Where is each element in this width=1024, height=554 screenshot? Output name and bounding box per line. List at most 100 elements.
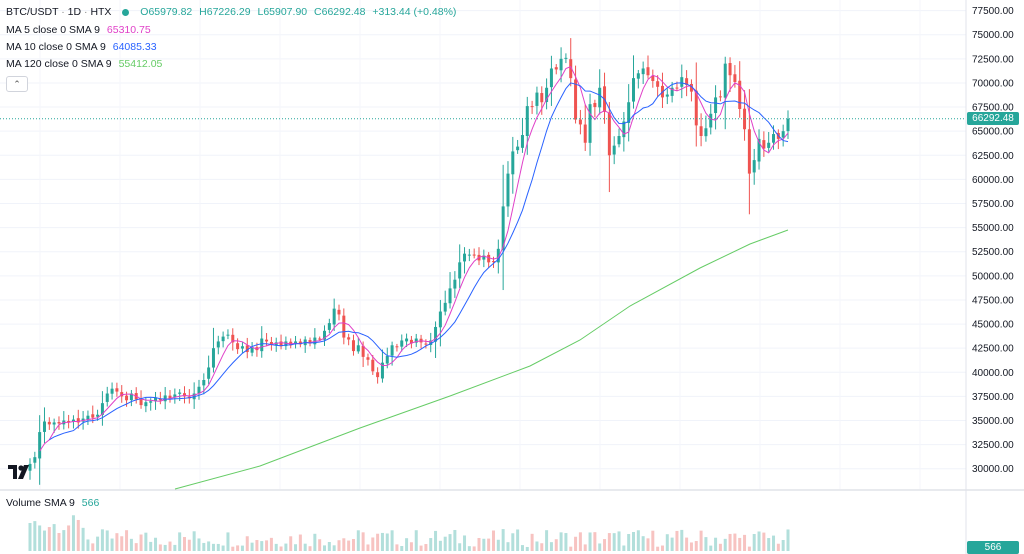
volume-bar	[303, 543, 307, 551]
candle-body	[265, 339, 269, 342]
volume-bar	[33, 521, 37, 551]
volume-bar	[414, 530, 418, 551]
volume-bar	[192, 531, 196, 551]
candle-body	[709, 113, 713, 128]
volume-bar	[632, 531, 636, 551]
volume-bar	[216, 543, 220, 551]
volume-bar	[786, 529, 790, 551]
candle-body	[96, 414, 100, 417]
volume-bar	[622, 545, 626, 551]
volume-bar	[728, 533, 732, 551]
candle-body	[564, 57, 568, 59]
candle-body	[516, 146, 520, 151]
volume-bar	[641, 536, 645, 551]
candle-body	[216, 341, 220, 348]
candle-body	[279, 341, 283, 347]
candle-body	[342, 315, 346, 338]
indicator-ma120[interactable]: MA 120 close 0 SMA 9 55412.05	[6, 58, 162, 70]
candle-body	[704, 128, 708, 137]
candle-body	[202, 380, 206, 386]
volume-bar	[67, 525, 71, 551]
volume-bar	[163, 544, 167, 551]
candle-body	[612, 145, 616, 155]
indicator-ma120-value: 55412.05	[118, 58, 163, 70]
candle-body	[520, 135, 524, 148]
candle-body	[448, 288, 452, 304]
price-axis-label: 45000.00	[972, 320, 1014, 331]
candle-body	[236, 343, 240, 350]
volume-bar	[187, 539, 191, 551]
volume-bar	[240, 545, 244, 551]
indicator-ma5[interactable]: MA 5 close 0 SMA 9 65310.75	[6, 24, 151, 36]
ohlc-close: C66292.48	[314, 6, 366, 18]
candle-body	[284, 341, 288, 347]
volume-legend[interactable]: Volume SMA 9 566	[6, 497, 99, 509]
candle-body	[438, 311, 442, 328]
volume-bar	[535, 541, 539, 551]
ohlc-low: L65907.90	[257, 6, 308, 18]
volume-bar	[221, 545, 225, 551]
volume-bar	[607, 533, 611, 551]
candle-body	[347, 337, 351, 340]
candle-body	[33, 457, 37, 463]
candle-body	[47, 421, 51, 425]
candle-body	[149, 401, 153, 403]
volume-bar	[574, 536, 578, 551]
volume-bar	[62, 530, 66, 551]
indicator-ma10-value: 64085.33	[112, 41, 157, 53]
candle-body	[714, 97, 718, 114]
tradingview-logo-icon[interactable]	[6, 462, 32, 482]
candle-body	[429, 340, 433, 345]
collapse-legend-button[interactable]: ⌃	[6, 76, 28, 92]
chevron-up-icon: ⌃	[13, 79, 21, 89]
volume-bar	[356, 530, 360, 551]
price-axis-label: 47500.00	[972, 295, 1014, 306]
volume-bar	[390, 530, 394, 551]
candle-body	[487, 254, 491, 263]
volume-bar	[197, 538, 201, 551]
volume-bar	[675, 530, 679, 551]
indicator-ma10[interactable]: MA 10 close 0 SMA 9 64085.33	[6, 41, 157, 53]
candle-body	[400, 340, 404, 347]
volume-bar	[168, 541, 172, 551]
symbol-pair[interactable]: BTC/USDT	[6, 6, 59, 18]
candle-body	[366, 357, 370, 360]
symbol-interval[interactable]: 1D	[67, 6, 82, 18]
candle-body	[501, 206, 505, 251]
volume-bar	[226, 532, 230, 551]
candle-body	[772, 134, 776, 143]
volume-bar	[38, 525, 42, 551]
volume-bar	[501, 529, 505, 551]
candle-body	[385, 355, 389, 364]
candle-body	[38, 432, 42, 459]
volume-bar	[284, 543, 288, 551]
candle-body	[105, 393, 109, 402]
price-axis-label: 72500.00	[972, 54, 1014, 65]
candle-body	[76, 418, 80, 423]
candle-body	[656, 81, 660, 87]
volume-bar	[207, 541, 211, 551]
volume-bar	[289, 536, 293, 551]
candle-body	[506, 173, 510, 207]
ma5-line	[39, 65, 789, 452]
volume-bar	[144, 532, 148, 551]
candle-body	[738, 80, 742, 109]
volume-bar	[743, 534, 747, 551]
market-status-icon	[122, 8, 130, 16]
indicator-ma5-label: MA 5 close 0 SMA 9	[6, 24, 100, 36]
volume-bar	[52, 524, 56, 551]
candle-body	[390, 345, 394, 356]
volume-bar	[578, 532, 582, 551]
volume-bar	[540, 543, 544, 551]
volume-bar	[308, 546, 312, 551]
candle-body	[351, 340, 355, 352]
volume-bar	[361, 532, 365, 551]
candle-body	[240, 346, 244, 349]
volume-bar	[28, 522, 32, 551]
volume-bar	[405, 538, 409, 551]
candle-body	[371, 359, 375, 372]
volume-bar	[491, 530, 495, 551]
candle-body	[588, 104, 592, 143]
